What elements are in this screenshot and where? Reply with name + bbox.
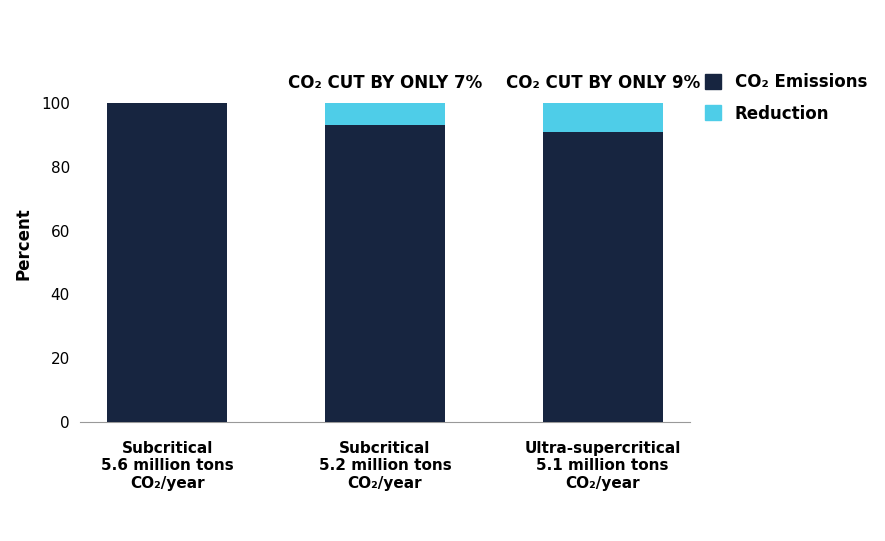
Bar: [543, 103, 663, 132]
Text: CO₂ CUT BY ONLY 9%: CO₂ CUT BY ONLY 9%: [505, 75, 700, 93]
Legend: CO₂ Emissions, Reduction: CO₂ Emissions, Reduction: [704, 73, 867, 123]
Bar: [107, 103, 227, 422]
Bar: [543, 132, 663, 422]
Y-axis label: Percent: Percent: [15, 207, 33, 280]
Bar: [325, 126, 445, 422]
Bar: [325, 103, 445, 126]
Text: CO₂ CUT BY ONLY 7%: CO₂ CUT BY ONLY 7%: [288, 75, 482, 93]
